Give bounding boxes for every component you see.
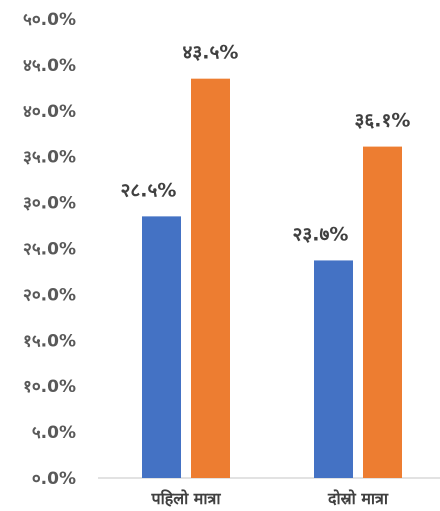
y-tick-label: ०.0% [32, 469, 76, 489]
bar-series1-second-dose [314, 260, 353, 478]
bar-series1-first-dose [142, 216, 181, 478]
x-category-label: पहिलो मात्रा [151, 489, 222, 508]
bar-series2-second-dose [363, 146, 402, 479]
x-category-label: दोस्रो मात्रा [327, 489, 389, 508]
y-tick-label: ४५.0% [23, 56, 76, 76]
y-tick-label: ५०.0% [23, 10, 76, 30]
y-axis-ticks: ०.0% ५.0% १०.0% १५.0% २०.0% २५.0% ३०.0% ३५.0% ४०… [23, 10, 76, 489]
bars [142, 78, 402, 479]
y-tick-label: १०.0% [23, 377, 76, 397]
data-labels: २८.५% ४३.५% २३.७% ३६.१% [121, 42, 411, 246]
y-tick-label: ३०.0% [23, 194, 76, 214]
bar-series2-first-dose [191, 78, 230, 479]
y-tick-label: २०.0% [23, 285, 76, 305]
data-label: २३.७% [293, 223, 349, 245]
x-axis-categories: पहिलो मात्रा दोस्रो मात्रा [151, 489, 389, 508]
data-label: ३६.१% [355, 110, 411, 132]
y-tick-label: ५.0% [32, 423, 76, 443]
data-label: ४३.५% [183, 42, 239, 64]
y-tick-label: ४०.0% [23, 102, 76, 122]
data-label: २८.५% [121, 179, 177, 201]
y-tick-label: २५.0% [23, 240, 76, 260]
y-tick-label: १५.0% [23, 331, 76, 351]
y-tick-label: ३५.0% [23, 148, 76, 168]
